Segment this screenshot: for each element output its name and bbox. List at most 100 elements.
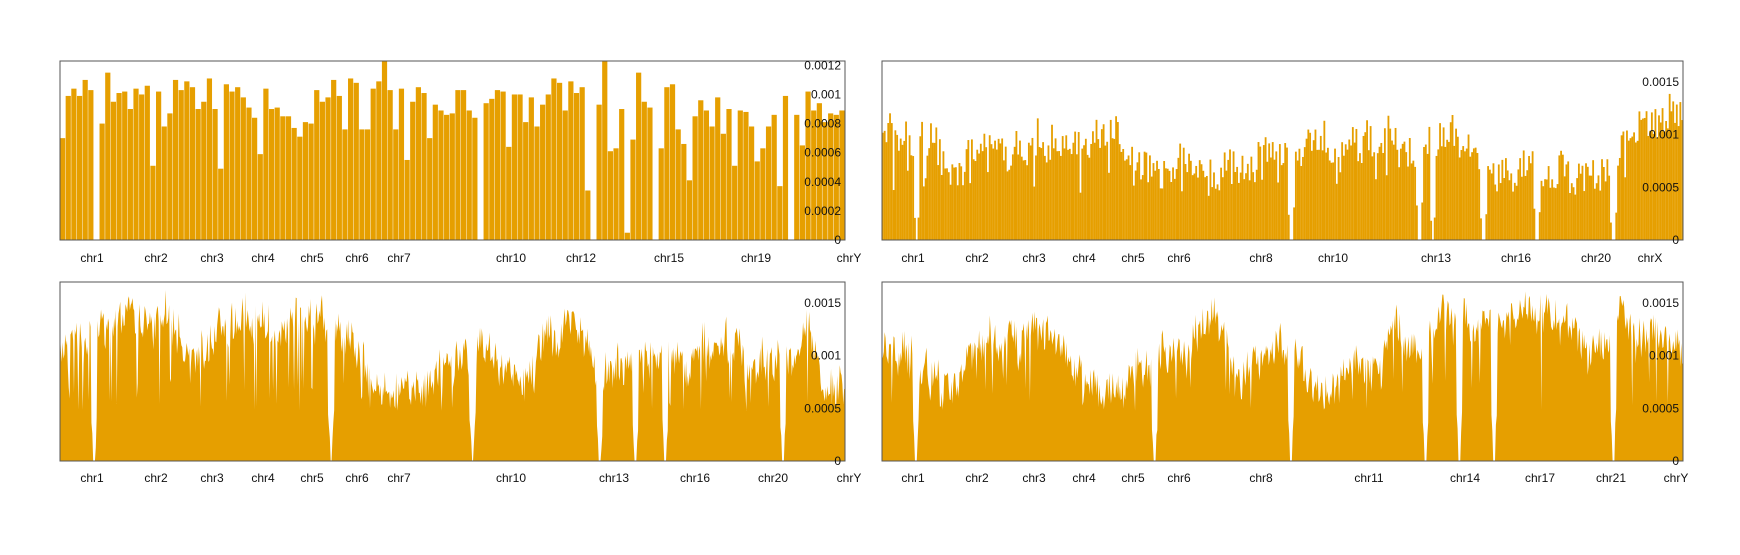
coverage-bar xyxy=(1033,186,1036,240)
coverage-bar xyxy=(771,114,777,240)
y-tick-label: 0.0015 xyxy=(804,296,841,310)
coverage-bar xyxy=(1629,138,1632,240)
coverage-bar xyxy=(291,127,297,240)
coverage-bar xyxy=(1157,168,1160,240)
coverage-bar xyxy=(946,168,948,240)
coverage-bar xyxy=(573,93,580,240)
coverage-bar xyxy=(1636,140,1639,240)
coverage-bar xyxy=(1159,188,1162,240)
coverage-bar xyxy=(257,154,263,240)
coverage-bar xyxy=(1106,141,1109,240)
coverage-bar xyxy=(1398,167,1401,240)
coverage-bar xyxy=(1403,141,1406,240)
coverage-bar xyxy=(1257,142,1260,240)
coverage-bar xyxy=(1585,163,1587,240)
coverage-bar xyxy=(1448,141,1450,240)
y-tick-label: 0.0012 xyxy=(804,58,841,72)
coverage-bar xyxy=(1173,178,1176,240)
coverage-bar xyxy=(1061,136,1064,240)
coverage-bar xyxy=(1316,149,1319,240)
y-tick-label: 0 xyxy=(834,233,841,247)
coverage-bar xyxy=(1120,151,1123,240)
coverage-bar xyxy=(1051,124,1053,240)
coverage-bar xyxy=(1633,132,1635,240)
coverage-bar xyxy=(908,135,911,240)
coverage-bar xyxy=(732,165,738,240)
coverage-bar xyxy=(1407,166,1409,240)
coverage-bar xyxy=(1052,148,1055,240)
coverage-bar xyxy=(999,143,1002,240)
chromosome-label: chr14 xyxy=(1450,471,1480,485)
coverage-bar xyxy=(127,109,133,240)
coverage-bar xyxy=(940,175,943,240)
y-tick-label: 0.001 xyxy=(811,349,841,363)
coverage-bar xyxy=(720,133,726,240)
coverage-bar xyxy=(1277,182,1279,240)
coverage-bar xyxy=(116,93,122,240)
chromosome-label: chrY xyxy=(837,251,862,265)
coverage-bar xyxy=(985,147,988,240)
coverage-bar xyxy=(1376,153,1379,240)
coverage-bar xyxy=(1325,152,1328,240)
coverage-bar xyxy=(963,171,966,240)
coverage-bar xyxy=(466,110,472,240)
coverage-bar xyxy=(698,100,704,240)
coverage-bar xyxy=(933,142,936,240)
coverage-bar xyxy=(1446,139,1449,240)
coverage-bar xyxy=(1213,172,1215,240)
coverage-bar xyxy=(972,159,975,240)
coverage-bar xyxy=(1031,137,1034,240)
chromosome-label: chr7 xyxy=(387,471,411,485)
coverage-bar xyxy=(1147,182,1150,240)
coverage-bar xyxy=(607,151,614,240)
coverage-bar xyxy=(432,104,438,240)
coverage-bar xyxy=(308,123,314,240)
coverage-bar xyxy=(1335,183,1338,240)
coverage-bar xyxy=(579,87,585,240)
coverage-bar xyxy=(944,168,947,240)
coverage-bar xyxy=(1343,155,1345,240)
coverage-bar xyxy=(1238,182,1240,240)
coverage-bar xyxy=(1300,166,1303,240)
coverage-bar xyxy=(1464,151,1466,240)
coverage-bar xyxy=(1003,160,1005,240)
coverage-bar xyxy=(1109,119,1112,240)
coverage-bar xyxy=(1378,146,1381,240)
coverage-bar xyxy=(1067,149,1069,240)
coverage-bar xyxy=(1280,165,1283,240)
coverage-bar xyxy=(1348,139,1351,240)
coverage-bar xyxy=(1497,164,1500,240)
chromosome-label: chr5 xyxy=(300,471,324,485)
coverage-bar xyxy=(144,85,150,240)
coverage-bar xyxy=(364,129,371,240)
coverage-bar xyxy=(1577,163,1580,240)
coverage-bar xyxy=(1232,151,1235,240)
coverage-bar xyxy=(336,95,342,240)
coverage-bar xyxy=(1602,167,1605,240)
coverage-bar xyxy=(1294,151,1297,240)
coverage-bar xyxy=(1006,171,1009,240)
coverage-bar xyxy=(82,79,88,240)
coverage-bar xyxy=(376,81,382,240)
coverage-bar xyxy=(212,109,218,240)
chromosome-label: chr4 xyxy=(1072,471,1096,485)
coverage-bar xyxy=(1221,177,1224,240)
coverage-bar xyxy=(974,161,977,240)
coverage-bar xyxy=(1677,126,1680,240)
coverage-bar xyxy=(1458,157,1461,240)
coverage-bar xyxy=(1255,169,1258,240)
coverage-bar xyxy=(1205,175,1208,240)
coverage-bar xyxy=(1129,165,1132,240)
coverage-bar xyxy=(737,110,743,240)
coverage-bar xyxy=(1360,163,1363,240)
coverage-bar xyxy=(1327,147,1329,240)
chromosome-label: chr15 xyxy=(654,251,684,265)
coverage-bar xyxy=(624,232,630,240)
coverage-bar xyxy=(415,87,421,240)
coverage-area xyxy=(882,291,1683,461)
chromosome-label: chr4 xyxy=(1072,251,1096,265)
coverage-bar xyxy=(1270,157,1272,240)
coverage-bar xyxy=(1323,120,1326,240)
coverage-bar xyxy=(1008,169,1011,240)
coverage-bar xyxy=(1476,152,1479,240)
